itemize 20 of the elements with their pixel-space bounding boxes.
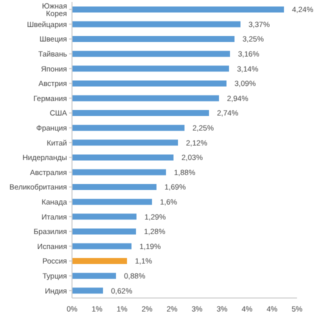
bar xyxy=(72,214,136,220)
bar xyxy=(72,95,219,102)
bar xyxy=(72,66,229,72)
bar xyxy=(72,50,230,57)
bar xyxy=(72,258,127,264)
bar xyxy=(72,36,234,42)
bar xyxy=(72,124,184,131)
bar xyxy=(72,228,136,234)
bar xyxy=(72,184,156,190)
bar xyxy=(72,198,152,205)
bar xyxy=(72,169,166,176)
bar xyxy=(72,154,174,160)
bar xyxy=(72,272,116,279)
bar xyxy=(72,21,240,28)
bar xyxy=(72,80,226,86)
bar xyxy=(72,140,178,146)
bar xyxy=(72,6,284,12)
bar xyxy=(72,288,103,294)
bar xyxy=(72,110,209,116)
bar xyxy=(72,243,132,250)
